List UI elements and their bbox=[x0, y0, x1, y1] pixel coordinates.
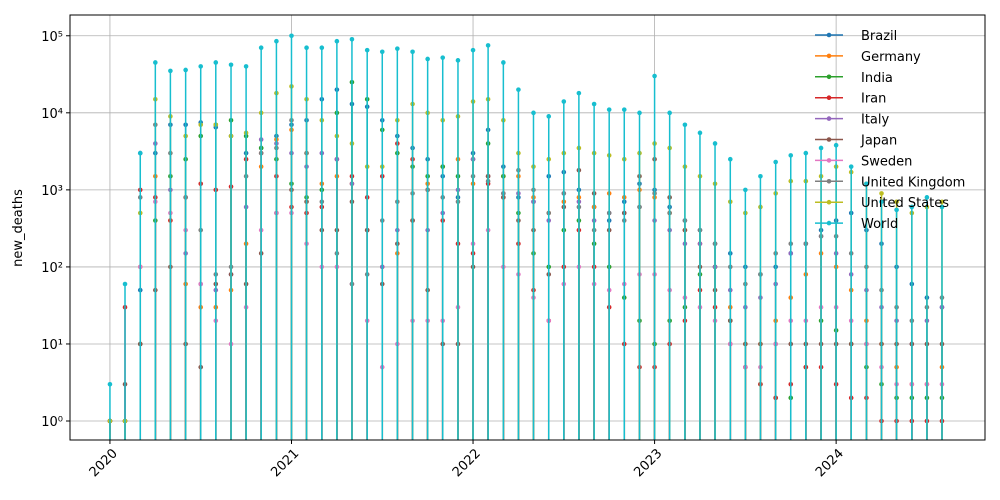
x-tick-label: 2022 bbox=[450, 446, 484, 480]
stem-marker bbox=[864, 181, 869, 187]
stem-marker bbox=[879, 199, 884, 205]
plot-frame bbox=[69, 14, 986, 441]
stem-marker bbox=[682, 122, 688, 128]
stem-marker bbox=[258, 45, 264, 51]
stem-marker bbox=[743, 187, 748, 193]
legend-label: United States bbox=[861, 196, 949, 211]
stem-marker bbox=[440, 55, 446, 60]
stem-marker bbox=[243, 64, 249, 69]
stem-marker bbox=[213, 60, 219, 65]
stem-marker bbox=[410, 49, 415, 55]
x-tick-label: 2020 bbox=[87, 446, 121, 480]
stem-marker bbox=[153, 60, 158, 65]
stem-marker bbox=[727, 156, 733, 162]
legend-marker bbox=[826, 199, 832, 205]
stem-marker bbox=[531, 110, 536, 116]
stem-marker bbox=[228, 62, 234, 68]
legend-marker bbox=[826, 220, 832, 226]
legend-marker bbox=[826, 53, 832, 59]
stem-marker bbox=[304, 45, 309, 51]
stem-marker bbox=[395, 46, 400, 51]
legend-marker bbox=[826, 32, 832, 38]
axes: 10⁰ 10¹ 10² 10³ 10⁴ 10⁵ 2020 2021 2022 2023 2024 bbox=[41, 30, 847, 480]
stem-marker bbox=[818, 145, 824, 151]
legend-label: Japan bbox=[860, 134, 897, 149]
y-tick-label: 10⁵ bbox=[41, 30, 63, 45]
stem-marker bbox=[894, 207, 899, 213]
stem-marker bbox=[697, 130, 703, 136]
legend-label: Iran bbox=[861, 92, 886, 107]
y-tick-label: 10³ bbox=[41, 184, 63, 199]
y-tick-label: 10¹ bbox=[41, 338, 63, 353]
stem-marker bbox=[924, 195, 930, 200]
y-tick-label: 10² bbox=[41, 261, 63, 276]
legend-label: Italy bbox=[861, 113, 890, 128]
stem-marker bbox=[349, 36, 355, 42]
stem-marker bbox=[546, 114, 552, 119]
stem-marker bbox=[606, 107, 612, 112]
y-axis-label: new_deaths bbox=[11, 189, 26, 267]
y-tick-label: 10⁰ bbox=[41, 415, 63, 430]
stem-marker bbox=[485, 43, 491, 48]
stem-marker bbox=[379, 49, 385, 55]
stem-marker bbox=[137, 150, 143, 156]
stem-marker bbox=[107, 381, 113, 387]
legend-label: United Kingdom bbox=[861, 175, 965, 190]
legend-label: World bbox=[861, 217, 898, 232]
legend: Brazil Germany India Iran Italy Japan Sweden Un… bbox=[815, 29, 965, 232]
stem-marker bbox=[803, 150, 809, 156]
stem-marker bbox=[274, 38, 279, 44]
stem-marker bbox=[909, 204, 915, 210]
stem-marker bbox=[939, 199, 945, 205]
stem-marker bbox=[758, 173, 763, 179]
stem-marker bbox=[516, 87, 521, 92]
stem-marker bbox=[501, 60, 506, 65]
legend-marker bbox=[826, 116, 832, 121]
legend-marker bbox=[826, 137, 832, 142]
stem-marker bbox=[319, 45, 325, 51]
stem-marker bbox=[773, 159, 778, 165]
stem-marker bbox=[879, 191, 884, 196]
grid bbox=[70, 15, 985, 440]
x-tick-label: 2023 bbox=[631, 446, 665, 480]
stem-marker bbox=[122, 281, 128, 287]
stem-marker bbox=[168, 68, 173, 74]
stem-marker bbox=[183, 67, 188, 73]
stem-marker bbox=[667, 110, 672, 116]
stem-marker bbox=[712, 141, 718, 146]
stem-marker bbox=[289, 33, 294, 39]
legend-marker bbox=[826, 179, 832, 184]
marks bbox=[107, 33, 945, 440]
legend-label: India bbox=[861, 71, 893, 86]
stem-marker bbox=[833, 142, 839, 148]
stem-marker bbox=[576, 90, 582, 96]
stem-marker bbox=[198, 64, 204, 69]
x-tick-label: 2024 bbox=[813, 446, 847, 480]
legend-marker bbox=[826, 158, 832, 163]
stem-marker bbox=[637, 110, 642, 116]
legend-marker bbox=[826, 95, 832, 100]
legend-label: Sweden bbox=[861, 154, 912, 169]
stem-marker bbox=[334, 38, 340, 44]
legend-marker bbox=[826, 74, 832, 80]
legend-label: Germany bbox=[861, 50, 921, 65]
stem-marker bbox=[621, 107, 627, 112]
stem-marker bbox=[561, 99, 567, 104]
stem-marker bbox=[425, 56, 430, 62]
legend-label: Brazil bbox=[861, 29, 897, 44]
stem-marker bbox=[939, 204, 945, 210]
stem-marker bbox=[470, 47, 476, 53]
x-tick-label: 2021 bbox=[268, 446, 302, 480]
stem-marker bbox=[652, 73, 657, 79]
stem-marker bbox=[894, 199, 899, 205]
stem-marker bbox=[788, 153, 794, 158]
y-tick-label: 10⁴ bbox=[41, 107, 63, 122]
stem-marker bbox=[364, 47, 370, 53]
stem-marker bbox=[848, 164, 854, 169]
stem-marker bbox=[591, 101, 597, 107]
stem-marker bbox=[455, 58, 461, 63]
